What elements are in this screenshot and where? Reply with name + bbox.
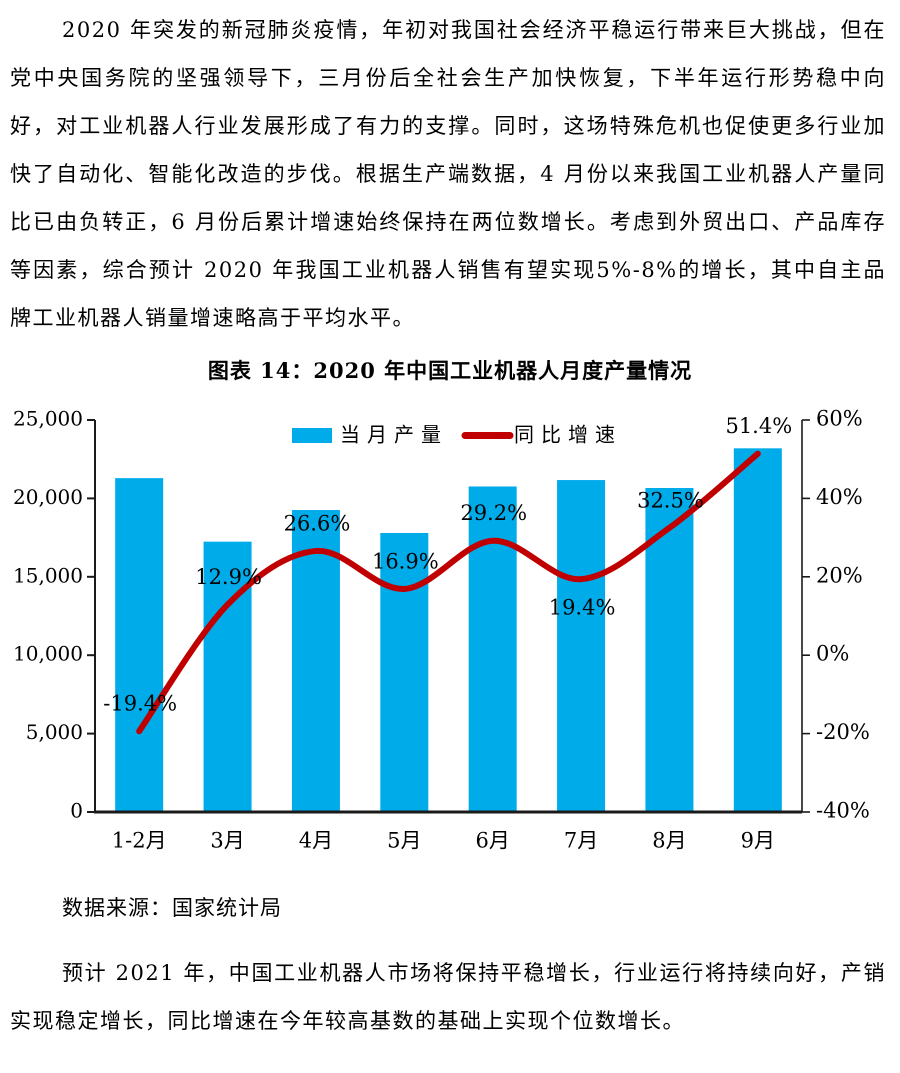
growth-line: [136, 450, 761, 735]
x-axis-label: 7月: [564, 829, 598, 853]
chart-caption: 图表 14：2020 年中国工业机器人月度产量情况: [207, 358, 693, 383]
x-axis-label: 4月: [299, 829, 333, 853]
paragraph-overview-2020: 2020 年突发的新冠肺炎疫情，年初对我国社会经济平稳运行带来巨大挑战，但在党中…: [10, 18, 886, 330]
growth-label: 12.9%: [195, 565, 262, 589]
growth-label: 19.4%: [549, 596, 616, 620]
right-axis-label: 0%: [816, 642, 849, 666]
right-axis-label: 20%: [816, 563, 863, 587]
chart-canvas: 25,000 20,000 15,000 10,000 5,000 0 60% 40% 20% 0…: [13, 407, 870, 853]
right-axis-label: 40%: [816, 485, 863, 509]
bar-1-2月: [115, 478, 164, 812]
left-axis-label: 5,000: [26, 720, 83, 744]
chart-legend: 当月产量 同比增速: [292, 423, 622, 447]
x-axis-label: 9月: [741, 829, 775, 853]
growth-label: 29.2%: [460, 501, 527, 525]
right-axis-label: -40%: [816, 799, 870, 823]
legend-bar-label: 当月产量: [340, 423, 448, 447]
left-axis-label: 15,000: [13, 563, 83, 587]
bar-6月: [468, 486, 517, 812]
left-axis-label: 0: [70, 799, 83, 823]
production-chart: 25,000 20,000 15,000 10,000 5,000 0 60% 40% 20% 0…: [0, 400, 900, 865]
left-axis-label: 10,000: [13, 642, 83, 666]
right-axis-label: -20%: [816, 720, 870, 744]
growth-label: 26.6%: [284, 511, 351, 535]
growth-label: 16.9%: [372, 549, 439, 573]
growth-label: 51.4%: [725, 414, 792, 438]
bar-9月: [733, 448, 782, 812]
legend-line-label: 同比增速: [514, 423, 622, 447]
left-axis-label: 20,000: [13, 485, 83, 509]
growth-label: -19.4%: [103, 692, 177, 716]
x-axis-label: 3月: [210, 829, 244, 853]
paragraph-forecast-2021: 预计 2021 年，中国工业机器人市场将保持平稳增长，行业运行将持续向好，产销实…: [10, 961, 886, 1033]
bar-4月: [291, 510, 340, 812]
x-axis-label: 1-2月: [112, 829, 167, 853]
growth-label: 32.5%: [637, 488, 704, 512]
bar-7月: [557, 480, 606, 812]
right-axis-label: 60%: [816, 407, 863, 431]
left-axis-label: 25,000: [13, 407, 83, 431]
bar-5月: [380, 532, 429, 812]
legend-bar-swatch: [292, 428, 332, 443]
x-axis-label: 5月: [387, 829, 421, 853]
x-axis-label: 8月: [652, 829, 686, 853]
x-axis-label: 6月: [476, 829, 510, 853]
data-source-note: 数据来源：国家统计局: [62, 896, 282, 920]
